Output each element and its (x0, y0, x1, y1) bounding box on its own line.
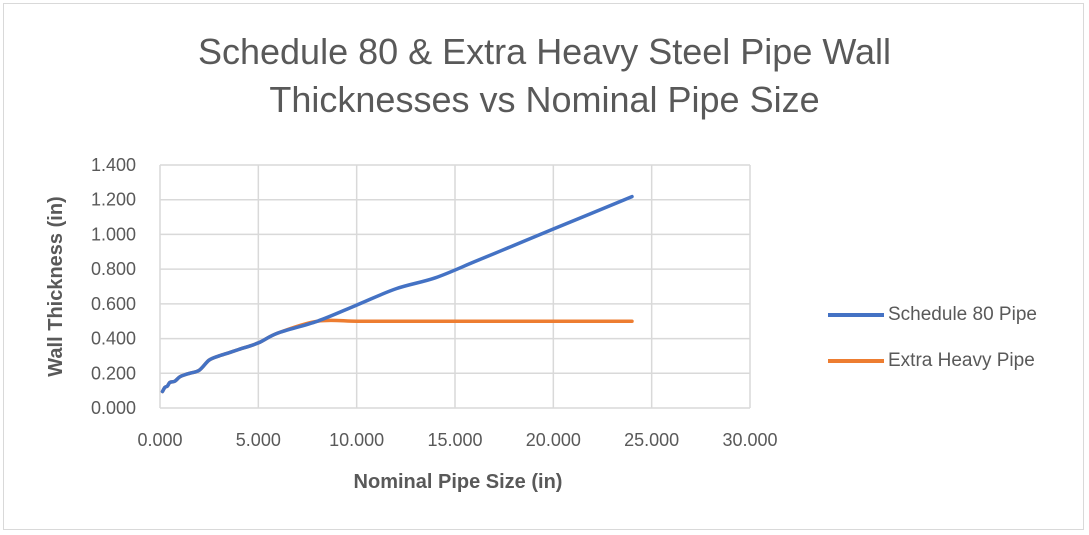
chart-title-line-2: Thicknesses vs Nominal Pipe Size (269, 79, 820, 120)
gridlines (159, 164, 751, 409)
x-axis-label: Nominal Pipe Size (in) (354, 471, 563, 493)
y-tick-label: 1.000 (91, 224, 136, 244)
x-tick-label: 10.000 (329, 430, 384, 450)
legend-swatch-schedule-80 (828, 313, 884, 317)
y-tick-label: 1.200 (91, 190, 136, 210)
y-tick-label: 0.400 (91, 329, 136, 349)
legend-label-extra-heavy: Extra Heavy Pipe (888, 350, 1035, 371)
series-lines (160, 194, 634, 394)
y-tick-label: 0.600 (91, 294, 136, 314)
y-axis-label: Wall Thickness (in) (45, 196, 67, 376)
legend-item-extra-heavy[interactable]: Extra Heavy Pipe (828, 338, 1037, 384)
legend-swatch-extra-heavy (828, 359, 884, 363)
series-line-schedule-80[interactable] (160, 194, 634, 394)
y-tick-label: 0.000 (91, 398, 136, 418)
chart-title-line-1: Schedule 80 & Extra Heavy Steel Pipe Wal… (197, 31, 892, 72)
x-tick-label: 30.000 (722, 430, 777, 450)
chart-frame (3, 3, 1084, 530)
chart-title: Schedule 80 & Extra Heavy Steel Pipe Wal… (0, 28, 1089, 124)
legend-item-schedule-80[interactable]: Schedule 80 Pipe (828, 292, 1037, 338)
x-tick-label: 25.000 (624, 430, 679, 450)
x-tick-label: 20.000 (526, 430, 581, 450)
y-tick-label: 0.800 (91, 259, 136, 279)
series-line-extra-heavy[interactable] (160, 318, 634, 394)
y-tick-label: 0.200 (91, 363, 136, 383)
chart-legend: Schedule 80 Pipe Extra Heavy Pipe (828, 292, 1037, 384)
y-tick-label: 1.400 (91, 155, 136, 175)
x-tick-label: 5.000 (236, 430, 281, 450)
x-tick-label: 15.000 (427, 430, 482, 450)
y-axis-ticks: 0.000 0.200 0.400 0.600 0.800 1.000 1.200 1.400 (91, 155, 136, 418)
legend-label-schedule-80: Schedule 80 Pipe (888, 304, 1037, 325)
x-axis-ticks: 0.000 5.000 10.000 15.000 20.000 25.000 30.000 (137, 430, 777, 450)
x-tick-label: 0.000 (137, 430, 182, 450)
